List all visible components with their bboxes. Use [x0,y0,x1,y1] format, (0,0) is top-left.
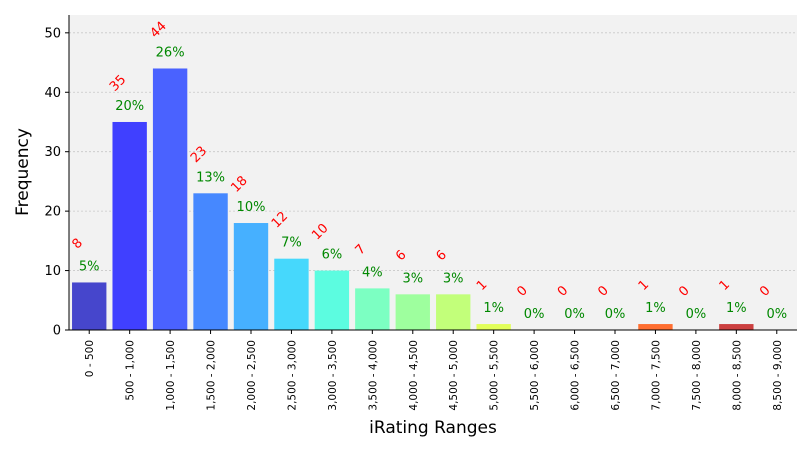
x-tick-label: 8,000 - 8,500 [731,340,743,411]
bar [476,324,511,330]
percent-label: 0% [686,307,707,322]
y-ticks: 0 10 20 30 40 50 [44,26,69,339]
x-axis-label: iRating Ranges [369,418,497,438]
bar [719,324,754,330]
axes [68,15,797,331]
x-tick-label: 6,500 - 7,000 [610,340,622,411]
percent-label: 13% [196,170,225,185]
percent-label: 26% [156,45,185,60]
y-tick-label: 10 [44,264,61,279]
percent-label: 1% [726,301,747,316]
x-tick-label: 5,000 - 5,500 [489,340,501,411]
y-tick-label: 20 [44,205,61,220]
x-tick-label: 4,000 - 4,500 [408,340,420,411]
bars [72,68,754,330]
bar [193,193,228,330]
percent-label: 3% [402,271,423,286]
bar [112,121,147,330]
x-tick-label: 1,000 - 1,500 [165,340,177,411]
x-tick-label: 0 - 500 [84,340,96,377]
y-tick-label: 0 [53,324,61,339]
x-tick-label: 500 - 1,000 [125,340,137,401]
y-tick-label: 30 [44,145,61,160]
x-tick-label: 2,500 - 3,000 [286,340,298,411]
x-tick-label: 8,500 - 9,000 [772,340,784,411]
percent-label: 0% [524,307,545,322]
percent-label: 1% [645,301,666,316]
percent-label: 7% [281,236,302,251]
x-tick-label: 3,500 - 4,000 [367,340,379,411]
x-tick-label: 7,500 - 8,000 [691,340,703,411]
x-tick-label: 6,000 - 6,500 [570,340,582,411]
x-tick-label: 7,000 - 7,500 [650,340,662,411]
percent-label: 10% [237,200,266,215]
bar [436,294,471,330]
bar [395,294,430,330]
percent-label: 0% [564,307,585,322]
percent-label: 0% [766,307,787,322]
bar [638,324,673,330]
x-tick-label: 3,000 - 3,500 [327,340,339,411]
percent-label: 6% [322,248,343,263]
y-tick-label: 50 [44,26,61,41]
percent-label: 3% [443,271,464,286]
percent-label: 0% [605,307,626,322]
percent-label: 4% [362,265,383,280]
bar [355,288,390,330]
x-ticks: 0 - 500 500 - 1,000 1,000 - 1,500 1,500 - 2… [84,330,784,411]
bar [233,223,269,330]
y-axis-label: Frequency [13,128,33,216]
plot-area [69,15,797,330]
x-tick-label: 2,000 - 2,500 [246,340,258,411]
x-tick-label: 5,500 - 6,000 [529,340,541,411]
bar [314,270,350,330]
percent-label: 20% [115,99,144,114]
percent-label: 1% [483,301,504,316]
bar [72,282,107,330]
x-tick-label: 1,500 - 2,000 [206,340,218,411]
x-tick-label: 4,500 - 5,000 [448,340,460,411]
data-labels: 5%820%3526%4413%2310%187%126%104%73%63%6… [70,19,788,322]
bar [152,68,188,330]
bar [274,258,309,330]
percent-label: 5% [79,259,100,274]
y-tick-label: 40 [44,86,61,101]
